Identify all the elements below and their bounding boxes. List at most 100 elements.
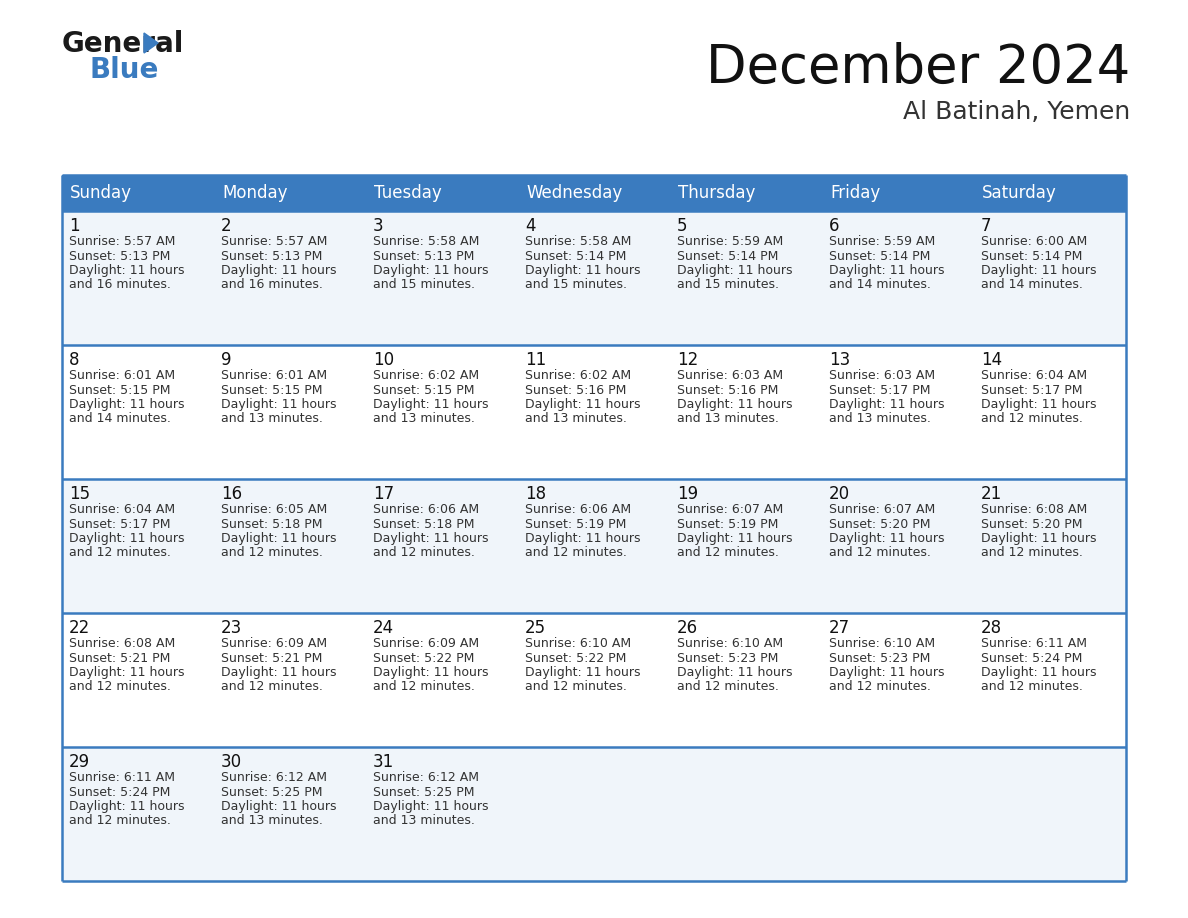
Text: Daylight: 11 hours: Daylight: 11 hours [373, 666, 488, 679]
Text: and 14 minutes.: and 14 minutes. [69, 412, 171, 426]
Text: 12: 12 [677, 351, 699, 369]
Text: 6: 6 [829, 217, 840, 235]
Text: Daylight: 11 hours: Daylight: 11 hours [829, 398, 944, 411]
Text: and 13 minutes.: and 13 minutes. [829, 412, 931, 426]
Text: Sunrise: 5:59 AM: Sunrise: 5:59 AM [829, 235, 935, 248]
Text: Sunrise: 5:58 AM: Sunrise: 5:58 AM [525, 235, 631, 248]
Text: Daylight: 11 hours: Daylight: 11 hours [525, 666, 640, 679]
Text: Daylight: 11 hours: Daylight: 11 hours [221, 264, 336, 277]
Bar [62, 345, 1126, 479]
Text: and 12 minutes.: and 12 minutes. [221, 546, 323, 559]
Text: Saturday: Saturday [982, 184, 1057, 202]
Text: Sunrise: 6:06 AM: Sunrise: 6:06 AM [373, 503, 479, 516]
Text: Sunset: 5:24 PM: Sunset: 5:24 PM [69, 786, 170, 799]
Text: and 16 minutes.: and 16 minutes. [69, 278, 171, 292]
Text: Sunrise: 5:57 AM: Sunrise: 5:57 AM [69, 235, 176, 248]
Text: Sunset: 5:18 PM: Sunset: 5:18 PM [221, 518, 322, 531]
Text: Sunrise: 6:09 AM: Sunrise: 6:09 AM [221, 637, 327, 650]
Text: and 15 minutes.: and 15 minutes. [525, 278, 627, 292]
Bar [366, 175, 518, 211]
Text: 9: 9 [221, 351, 232, 369]
Text: Sunrise: 6:04 AM: Sunrise: 6:04 AM [69, 503, 175, 516]
Text: 19: 19 [677, 485, 699, 503]
Bar [62, 175, 214, 211]
Text: Tuesday: Tuesday [374, 184, 442, 202]
Text: Sunset: 5:15 PM: Sunset: 5:15 PM [221, 384, 322, 397]
Text: 3: 3 [373, 217, 384, 235]
Text: and 12 minutes.: and 12 minutes. [69, 680, 171, 693]
Text: and 14 minutes.: and 14 minutes. [829, 278, 931, 292]
Text: Daylight: 11 hours: Daylight: 11 hours [373, 800, 488, 813]
Text: 5: 5 [677, 217, 688, 235]
Text: 23: 23 [221, 619, 242, 637]
Text: Sunset: 5:25 PM: Sunset: 5:25 PM [221, 786, 322, 799]
Text: Daylight: 11 hours: Daylight: 11 hours [677, 264, 792, 277]
Text: Daylight: 11 hours: Daylight: 11 hours [677, 398, 792, 411]
Text: Sunset: 5:23 PM: Sunset: 5:23 PM [677, 652, 778, 665]
Text: Sunset: 5:25 PM: Sunset: 5:25 PM [373, 786, 474, 799]
Text: 11: 11 [525, 351, 546, 369]
Text: Sunset: 5:22 PM: Sunset: 5:22 PM [525, 652, 626, 665]
Text: 22: 22 [69, 619, 90, 637]
Text: and 13 minutes.: and 13 minutes. [221, 814, 323, 827]
Text: 7: 7 [981, 217, 992, 235]
Text: Daylight: 11 hours: Daylight: 11 hours [221, 666, 336, 679]
Text: Sunrise: 6:07 AM: Sunrise: 6:07 AM [677, 503, 783, 516]
Text: 17: 17 [373, 485, 394, 503]
Text: and 12 minutes.: and 12 minutes. [525, 680, 627, 693]
Text: Sunrise: 6:11 AM: Sunrise: 6:11 AM [69, 771, 175, 784]
Text: Sunset: 5:15 PM: Sunset: 5:15 PM [373, 384, 474, 397]
Text: Sunrise: 6:10 AM: Sunrise: 6:10 AM [525, 637, 631, 650]
Text: 28: 28 [981, 619, 1003, 637]
Text: Daylight: 11 hours: Daylight: 11 hours [69, 264, 184, 277]
Text: Daylight: 11 hours: Daylight: 11 hours [525, 532, 640, 545]
Text: Sunset: 5:14 PM: Sunset: 5:14 PM [677, 250, 778, 263]
Bar [62, 479, 1126, 613]
Polygon shape [144, 33, 158, 53]
Text: Sunrise: 6:08 AM: Sunrise: 6:08 AM [981, 503, 1087, 516]
Text: Sunrise: 5:59 AM: Sunrise: 5:59 AM [677, 235, 783, 248]
Text: Sunrise: 6:07 AM: Sunrise: 6:07 AM [829, 503, 935, 516]
Text: Daylight: 11 hours: Daylight: 11 hours [525, 398, 640, 411]
Text: Daylight: 11 hours: Daylight: 11 hours [221, 532, 336, 545]
Text: 18: 18 [525, 485, 546, 503]
Text: and 15 minutes.: and 15 minutes. [677, 278, 779, 292]
Text: General: General [62, 30, 184, 58]
Text: Sunrise: 6:02 AM: Sunrise: 6:02 AM [525, 369, 631, 382]
Text: 8: 8 [69, 351, 80, 369]
Text: and 13 minutes.: and 13 minutes. [373, 412, 475, 426]
Bar [518, 175, 670, 211]
Text: Sunset: 5:21 PM: Sunset: 5:21 PM [221, 652, 322, 665]
Text: and 12 minutes.: and 12 minutes. [221, 680, 323, 693]
Text: 15: 15 [69, 485, 90, 503]
Text: Monday: Monday [222, 184, 287, 202]
Text: and 13 minutes.: and 13 minutes. [525, 412, 627, 426]
Text: and 12 minutes.: and 12 minutes. [525, 546, 627, 559]
Bar [62, 747, 1126, 881]
Text: and 12 minutes.: and 12 minutes. [69, 546, 171, 559]
Text: Sunset: 5:14 PM: Sunset: 5:14 PM [829, 250, 930, 263]
Text: and 12 minutes.: and 12 minutes. [981, 412, 1083, 426]
Text: Sunrise: 5:58 AM: Sunrise: 5:58 AM [373, 235, 480, 248]
Text: 2: 2 [221, 217, 232, 235]
Text: Daylight: 11 hours: Daylight: 11 hours [981, 532, 1097, 545]
Text: Sunset: 5:23 PM: Sunset: 5:23 PM [829, 652, 930, 665]
Bar [62, 211, 1126, 345]
Text: Al Batinah, Yemen: Al Batinah, Yemen [903, 100, 1130, 124]
Text: 30: 30 [221, 753, 242, 771]
Text: 31: 31 [373, 753, 394, 771]
Text: Sunset: 5:16 PM: Sunset: 5:16 PM [525, 384, 626, 397]
Text: Sunset: 5:13 PM: Sunset: 5:13 PM [69, 250, 170, 263]
Bar [670, 175, 822, 211]
Text: Sunset: 5:21 PM: Sunset: 5:21 PM [69, 652, 170, 665]
Text: 10: 10 [373, 351, 394, 369]
Text: Sunset: 5:15 PM: Sunset: 5:15 PM [69, 384, 171, 397]
Text: Daylight: 11 hours: Daylight: 11 hours [69, 398, 184, 411]
Text: 26: 26 [677, 619, 699, 637]
Text: Sunset: 5:20 PM: Sunset: 5:20 PM [829, 518, 930, 531]
Text: Friday: Friday [830, 184, 880, 202]
Text: Thursday: Thursday [678, 184, 756, 202]
Text: Daylight: 11 hours: Daylight: 11 hours [829, 264, 944, 277]
Text: and 13 minutes.: and 13 minutes. [221, 412, 323, 426]
Text: and 12 minutes.: and 12 minutes. [677, 546, 779, 559]
